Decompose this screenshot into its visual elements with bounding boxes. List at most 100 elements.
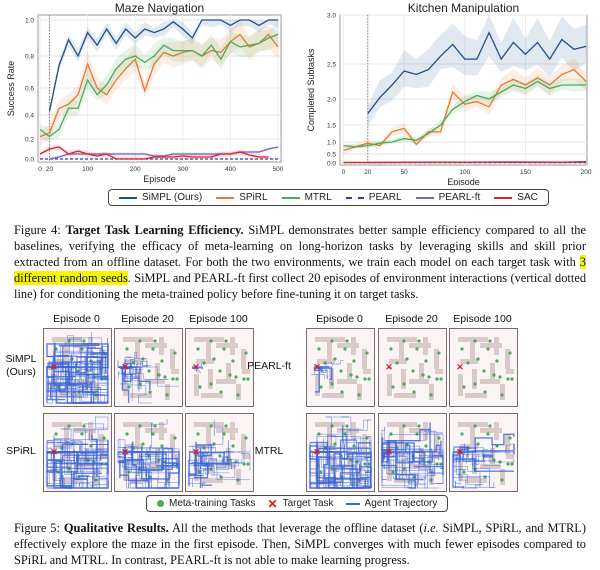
- x-tick-label: 20: [364, 169, 372, 176]
- meta-training-task-dot: [209, 339, 213, 343]
- agent-trajectory: [309, 442, 332, 489]
- target-task-x-icon: ✕: [192, 447, 200, 457]
- meta-training-task-dot: [460, 347, 464, 351]
- meta-training-task-dot: [340, 390, 344, 394]
- agent-trajectory: [314, 366, 320, 393]
- meta-training-task-dot: [231, 444, 235, 448]
- maze-wall: [465, 393, 487, 398]
- meta-training-task-dot: [153, 339, 157, 343]
- x-tick-label: 150: [520, 169, 531, 176]
- meta-training-task-dot: [415, 347, 419, 351]
- meta-training-task-dot: [365, 351, 369, 355]
- target-task-x-icon: ✕: [385, 362, 393, 372]
- maze-wall: [337, 379, 357, 384]
- column-header-episode-20: Episode 20: [121, 313, 174, 325]
- meta-training-task-dot: [151, 432, 155, 436]
- maze-wall: [399, 337, 404, 359]
- agent-trajectory: [460, 443, 488, 465]
- meta-training-task-dot: [246, 377, 250, 381]
- maze-wall: [100, 454, 108, 459]
- maze-wall: [327, 337, 332, 359]
- agent-trajectory: [388, 452, 428, 489]
- meta-training-task-dot: [435, 462, 439, 466]
- maze-panel: ✕: [306, 328, 375, 407]
- meta-training-task-dot: [389, 347, 393, 351]
- fig5-label: Figure 5:: [14, 521, 60, 535]
- row-label: PEARL-ft: [247, 360, 291, 372]
- series-line-mtrl: [343, 80, 587, 148]
- legend-item: SiMPL (Ours): [119, 192, 202, 203]
- maze-wall: [460, 444, 478, 449]
- maze-wall: [409, 379, 429, 384]
- agent-trajectory: [118, 451, 164, 470]
- maze-wall: [100, 369, 108, 374]
- maze-wall: [480, 343, 502, 348]
- maze-wall: [409, 343, 431, 348]
- agent-trajectory: [46, 366, 109, 404]
- series-line-mtrl: [39, 33, 279, 138]
- legend-item: SPiRL: [216, 192, 268, 203]
- meta-training-task-dot: [160, 359, 164, 363]
- maze-wall: [230, 337, 235, 355]
- row-label: MTRL: [254, 445, 284, 457]
- agent-trajectory: [122, 366, 140, 386]
- meta-training-task-dot: [244, 351, 248, 355]
- meta-training-task-dot: [508, 351, 512, 355]
- meta-training-task-dot: [67, 467, 71, 471]
- target-task-x-icon: ✕: [121, 447, 129, 457]
- agent-trajectory: [196, 451, 236, 478]
- y-tick-label: 2.5: [327, 62, 336, 69]
- target-task-x-icon: ✕: [121, 362, 129, 372]
- agent-trajectory: [48, 367, 84, 398]
- maze-panel: ✕: [185, 413, 254, 492]
- meta-training-task-dot: [439, 377, 443, 381]
- y-tick-label: 2.0: [327, 97, 336, 104]
- confidence-band-simpl-ours-: [367, 15, 587, 127]
- fig5-italic: i.e.: [423, 521, 439, 535]
- meta-training-task-dot: [148, 390, 152, 394]
- x-axis-label: Episode: [143, 174, 176, 184]
- maze-wall: [88, 422, 93, 440]
- maze-navigation-chart: Maze Navigation 0.0 0.2 0.4 0.6 0.8 1.0 0 20 100 2…: [6, 1, 284, 184]
- y-tick-label: 0.8: [25, 54, 34, 61]
- maze-wall: [458, 374, 463, 396]
- maze-wall: [216, 428, 238, 433]
- agent-trajectory: [316, 425, 357, 488]
- meta-training-task-dot: [212, 357, 216, 361]
- maze-wall: [64, 337, 69, 359]
- chart-title: Kitchen Manipulation: [408, 1, 519, 15]
- agent-trajectory: [48, 356, 108, 375]
- meta-training-task-dot: [219, 475, 223, 479]
- meta-training-task-dot: [435, 377, 439, 381]
- meta-training-task-dot: [510, 462, 514, 466]
- meta-training-task-dot: [228, 373, 232, 377]
- maze-wall: [480, 428, 502, 433]
- maze-wall: [500, 384, 505, 400]
- fig4-caption: Figure 4: Target Task Learning Efficienc…: [14, 222, 586, 302]
- agent-trajectory: [53, 367, 109, 404]
- series-line-sac: [39, 146, 269, 160]
- meta-training-task-dot: [80, 432, 84, 436]
- agent-trajectory: [195, 442, 231, 465]
- meta-training-task-dot: [76, 369, 80, 373]
- meta-training-task-dot: [510, 377, 514, 381]
- maze-wall: [327, 422, 332, 444]
- maze-wall: [399, 422, 404, 444]
- target-task-x-icon: ✕: [456, 447, 464, 457]
- agent-trajectory: [317, 439, 372, 457]
- maze-wall: [387, 459, 392, 481]
- maze-wall: [401, 369, 406, 389]
- meta-training-task-dot: [492, 373, 496, 377]
- agent-trajectory: [196, 451, 235, 474]
- meta-training-task-dot: [508, 436, 512, 440]
- target-task-x-icon: ✕: [50, 362, 58, 372]
- agent-trajectory: [47, 356, 102, 380]
- meta-training-task-dot: [462, 385, 466, 389]
- maze-wall: [435, 369, 443, 374]
- meta-training-task-dot: [473, 424, 477, 428]
- meta-training-task-dot: [125, 347, 129, 351]
- legend-swatch: [281, 196, 300, 199]
- agent-trajectory: [381, 433, 407, 458]
- maze-panel: ✕: [43, 328, 112, 407]
- meta-training-task-dot: [125, 432, 129, 436]
